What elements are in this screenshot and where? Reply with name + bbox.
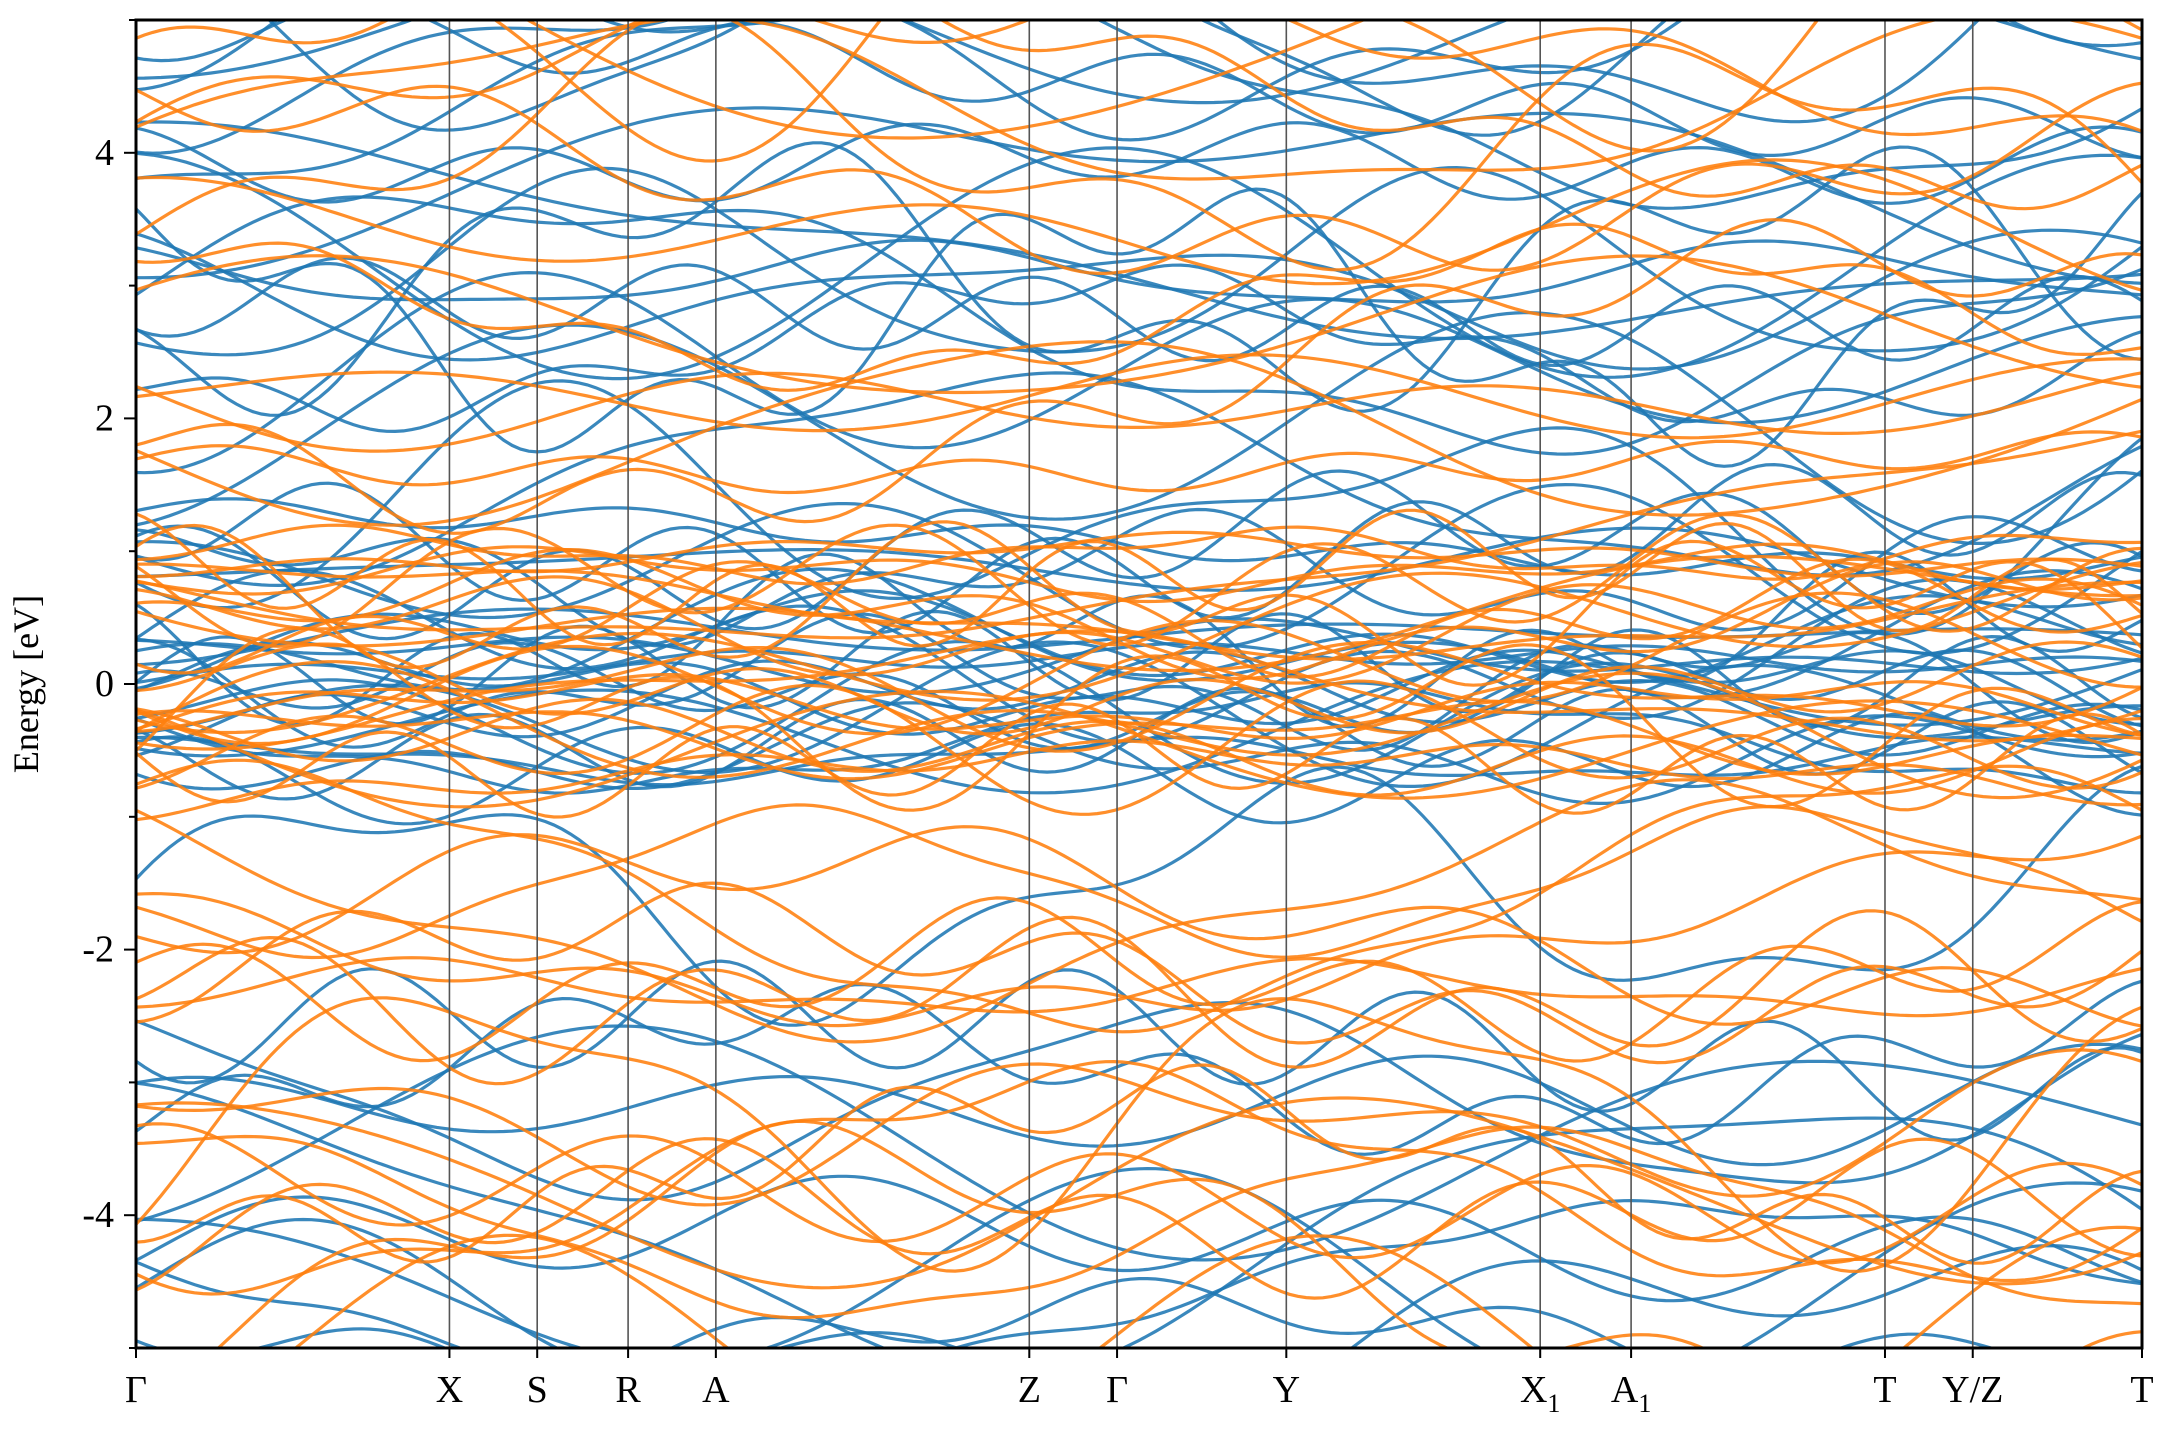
band-line: [136, 1000, 2142, 1202]
band-line: [136, 1096, 2142, 1290]
x-tick-label: T: [2130, 1369, 2153, 1411]
series-orange-bands: [136, 20, 2142, 1348]
band-line: [136, 834, 2142, 1028]
x-tick-label: X1: [1520, 1369, 1560, 1418]
band-line: [136, 20, 2142, 211]
band-line: [136, 270, 2142, 475]
band-line: [136, 1063, 2142, 1265]
band-line: [136, 660, 2142, 800]
band-line: [136, 591, 2142, 746]
band-line: [136, 429, 2142, 640]
band-line: [136, 530, 2142, 579]
band-line: [136, 1024, 2142, 1262]
band-line: [136, 218, 2142, 535]
x-axis: Γ X S R A Z Γ Y X1 A1 T Y/Z T: [125, 1348, 2154, 1418]
y-axis: -4 -2 0 2 4: [82, 19, 136, 1349]
band-line: [136, 1166, 2142, 1348]
x-tick-label: Z: [1018, 1369, 1041, 1411]
band-line: [136, 20, 2142, 137]
band-line: [136, 222, 2142, 392]
band-line: [136, 81, 2142, 275]
band-line: [136, 254, 2142, 395]
band-line: [136, 353, 2142, 440]
band-line: [136, 1048, 2142, 1207]
band-line: [136, 20, 2142, 272]
band-line: [136, 20, 2142, 142]
band-line: [136, 778, 2142, 1044]
band-line: [136, 523, 2142, 586]
band-line: [136, 263, 2142, 434]
band-line: [136, 562, 2142, 661]
band-line: [136, 575, 2142, 685]
x-tick-label: Γ: [125, 1369, 147, 1411]
y-axis-title: Energy [eV]: [6, 595, 46, 773]
x-tick-label: X: [436, 1369, 463, 1411]
x-tick-label: R: [615, 1369, 641, 1411]
band-line: [136, 379, 2142, 636]
band-line: [136, 1081, 2142, 1348]
y-tick-label: 0: [95, 663, 114, 705]
band-line: [136, 158, 2142, 292]
band-line: [136, 526, 2142, 609]
band-line: [136, 996, 2142, 1274]
band-line: [136, 959, 2142, 1142]
band-line: [136, 1217, 2142, 1348]
band-line: [136, 1059, 2142, 1296]
band-line: [266, 20, 1669, 137]
band-line: [136, 881, 2142, 1065]
band-line: [524, 20, 2142, 140]
band-line: [136, 120, 2142, 341]
band-line: [136, 557, 2142, 679]
y-tick-label: -4: [82, 1194, 114, 1236]
y-tick-label: 2: [95, 397, 114, 439]
band-line: [136, 739, 2142, 822]
band-line: [136, 20, 2142, 181]
x-tick-label: Y/Z: [1942, 1369, 2003, 1411]
band-line: [136, 238, 2142, 304]
band-line: [136, 673, 2142, 741]
band-line: [136, 106, 2142, 285]
band-line: [136, 20, 1981, 155]
band-line: [136, 554, 2142, 673]
band-line: [136, 697, 2142, 797]
band-line: [136, 121, 2142, 205]
band-line: [136, 146, 2142, 381]
x-tick-label: T: [1873, 1369, 1896, 1411]
band-line: [492, 20, 1820, 163]
band-line: [136, 764, 2142, 1027]
band-line: [136, 641, 2142, 685]
band-line: [136, 979, 2142, 1156]
band-line: [136, 626, 2142, 812]
band-line: [136, 430, 2142, 495]
high-symmetry-lines: [448, 20, 1974, 1348]
band-line: [136, 758, 2142, 1034]
series-blue-bands: [136, 20, 2142, 1348]
band-line: [136, 1277, 1997, 1348]
x-tick-label: A1: [1611, 1369, 1651, 1418]
band-line: [136, 1125, 2142, 1320]
x-tick-label: Y: [1273, 1369, 1300, 1411]
band-line: [136, 371, 2142, 453]
band-line: [136, 909, 2142, 1086]
band-line: [136, 659, 2142, 795]
band-line: [136, 956, 2142, 1018]
band-line: [136, 20, 2142, 105]
band-line: [136, 896, 2142, 1063]
band-line: [136, 20, 2142, 160]
x-tick-label: A: [702, 1369, 730, 1411]
band-line: [136, 310, 2142, 545]
y-tick-label: 4: [95, 132, 114, 174]
band-line: [136, 702, 2142, 819]
band-line: [136, 195, 2142, 456]
band-line: [136, 462, 2142, 635]
y-tick-label: -2: [82, 929, 114, 971]
band-line: [293, 1225, 2142, 1348]
band-line: [136, 640, 2142, 736]
band-line: [136, 589, 2142, 691]
band-line: [136, 1042, 2142, 1167]
band-line: [136, 141, 2142, 417]
x-tick-label: S: [527, 1369, 548, 1411]
x-tick-label: Γ: [1106, 1369, 1128, 1411]
